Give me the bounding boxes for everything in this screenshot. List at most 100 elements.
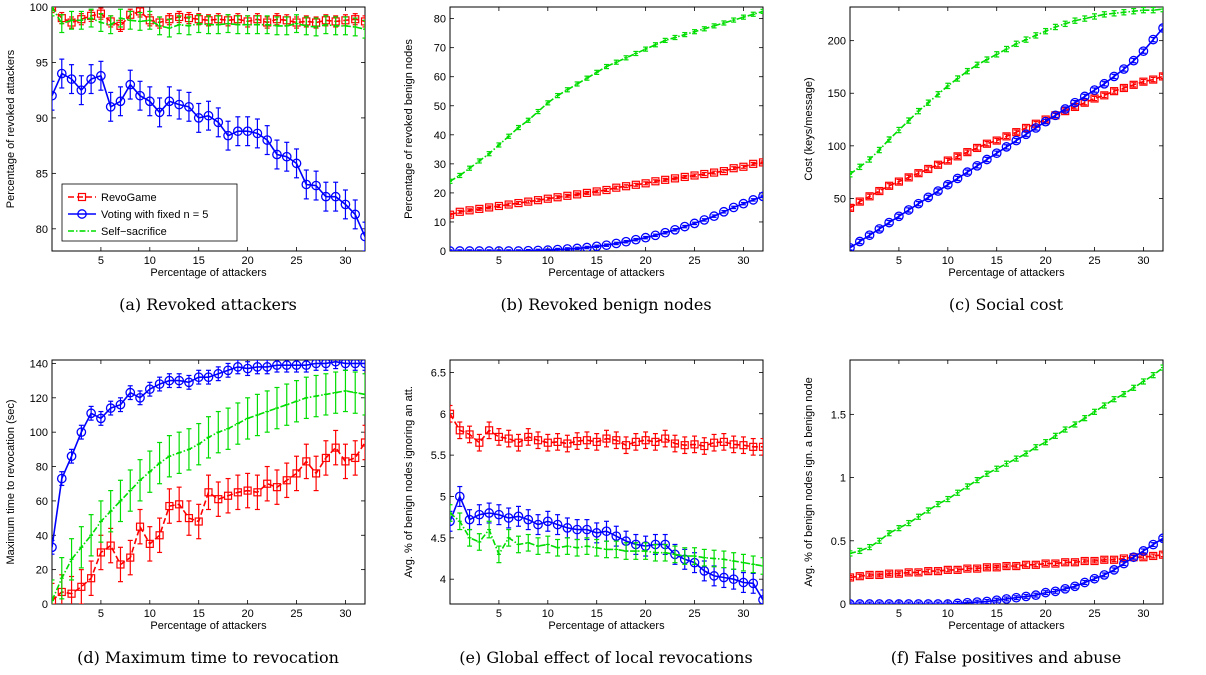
data-point [126,553,135,562]
data-point [87,574,96,583]
data-point [1021,560,1031,569]
data-point [1100,555,1109,564]
data-point [184,377,194,388]
data-point [1148,34,1159,45]
data-point [1002,561,1011,571]
data-point [1030,123,1041,133]
data-point [903,205,914,215]
data-point [135,522,145,531]
data-point [1011,135,1022,146]
data-point [144,384,155,395]
data-point [340,360,351,369]
data-point [86,408,96,419]
data-point [311,360,321,369]
data-point [252,128,263,139]
data-point [1158,23,1163,33]
y-tick-label: 40 [434,130,446,142]
data-point [1089,573,1100,584]
data-point [542,245,553,251]
data-point [864,230,875,241]
data-point [533,196,543,205]
data-point [1070,97,1080,108]
data-point [923,599,934,604]
x-tick-label: 15 [591,255,603,267]
data-point [660,227,671,238]
data-point [164,96,175,107]
y-tick-label: 50 [834,193,846,205]
data-point [670,224,680,235]
data-point [272,483,282,492]
data-point [56,68,67,79]
data-point [263,479,272,488]
x-tick-label: 15 [591,608,603,620]
data-point [475,204,484,213]
data-point [360,17,365,26]
data-point [351,453,360,463]
data-point [1139,553,1148,562]
data-point [904,568,913,577]
data-point [1012,128,1021,137]
data-point [301,360,312,371]
y-tick-label: 100 [30,2,48,14]
data-point [992,136,1001,145]
x-axis-label: Percentage of attackers [948,620,1065,632]
x-tick-label: 5 [98,608,104,620]
x-tick-label: 30 [1137,608,1149,620]
data-point [942,179,953,190]
data-point [572,524,583,535]
data-point [982,563,992,572]
data-point [1060,104,1071,114]
x-tick-label: 30 [339,608,351,620]
data-point [1119,83,1128,93]
data-point [728,202,739,213]
y-tick-label: 140 [30,358,48,370]
data-point [465,430,474,439]
data-point [1051,111,1060,120]
data-point [77,209,87,219]
data-point [943,565,952,574]
data-point [1050,110,1061,121]
x-tick-label: 15 [991,608,1003,620]
data-point [690,171,699,180]
series-group [850,364,1163,604]
series-group [450,8,763,251]
data-point [728,574,739,585]
data-point [592,187,601,196]
data-point [1128,552,1139,563]
data-point [330,360,341,367]
data-point [621,236,631,247]
data-point [1149,551,1158,561]
data-point [963,148,972,157]
data-point [1109,555,1119,564]
data-point [281,151,292,162]
data-point [972,597,983,604]
data-point [330,191,341,202]
x-tick-label: 20 [640,608,652,620]
data-point [543,438,552,447]
data-point [729,440,738,449]
data-point [504,434,513,443]
data-point [621,441,631,450]
data-point [203,372,214,383]
data-point [494,201,504,211]
legend-label: Voting with fixed n = 5 [101,209,208,221]
data-point [923,192,934,203]
data-point [972,160,983,171]
data-point [272,360,282,371]
data-point [855,197,864,206]
y-tick-label: 5.5 [431,450,446,462]
y-tick-label: 6.5 [431,367,446,379]
data-point [125,387,136,398]
subplot-caption: (c) Social cost [949,295,1064,314]
data-point [513,246,524,251]
data-point [281,360,292,371]
data-point [573,190,582,199]
x-tick-label: 20 [640,255,652,267]
data-point [1158,550,1163,559]
data-point [552,519,563,530]
data-point [874,224,885,234]
y-tick-label: 80 [36,462,48,474]
data-point [749,159,758,168]
y-tick-label: 80 [434,14,446,26]
data-point [66,74,77,84]
